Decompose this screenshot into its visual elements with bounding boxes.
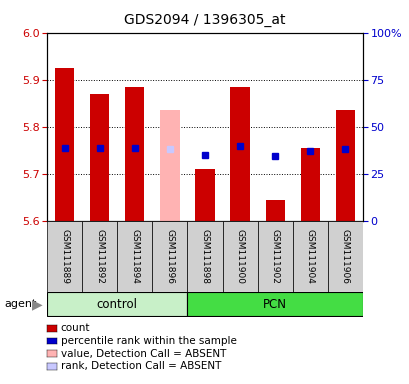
Bar bbox=[292, 221, 327, 292]
Bar bbox=[90, 94, 109, 221]
Text: GSM111906: GSM111906 bbox=[340, 229, 349, 284]
Text: percentile rank within the sample: percentile rank within the sample bbox=[61, 336, 236, 346]
Text: GSM111889: GSM111889 bbox=[60, 229, 69, 284]
Text: control: control bbox=[97, 298, 137, 311]
Bar bbox=[82, 221, 117, 292]
Bar bbox=[195, 169, 214, 221]
Text: GSM111900: GSM111900 bbox=[235, 229, 244, 284]
Text: GSM111892: GSM111892 bbox=[95, 229, 104, 284]
Bar bbox=[300, 148, 319, 221]
Bar bbox=[222, 221, 257, 292]
Bar bbox=[327, 221, 362, 292]
Text: value, Detection Call = ABSENT: value, Detection Call = ABSENT bbox=[61, 349, 225, 359]
Bar bbox=[117, 221, 152, 292]
Text: PCN: PCN bbox=[263, 298, 286, 311]
Bar bbox=[152, 221, 187, 292]
Text: agent: agent bbox=[4, 299, 36, 310]
Text: rank, Detection Call = ABSENT: rank, Detection Call = ABSENT bbox=[61, 361, 220, 371]
Bar bbox=[187, 292, 362, 316]
Text: GSM111902: GSM111902 bbox=[270, 229, 279, 284]
Bar bbox=[187, 221, 222, 292]
Bar bbox=[160, 110, 179, 221]
Text: GSM111898: GSM111898 bbox=[200, 229, 209, 284]
Bar bbox=[265, 200, 284, 221]
Bar bbox=[47, 292, 187, 316]
Text: GDS2094 / 1396305_at: GDS2094 / 1396305_at bbox=[124, 13, 285, 27]
Bar bbox=[257, 221, 292, 292]
Bar bbox=[55, 68, 74, 221]
Bar bbox=[47, 221, 82, 292]
Bar bbox=[125, 87, 144, 221]
Text: GSM111894: GSM111894 bbox=[130, 229, 139, 284]
Text: count: count bbox=[61, 323, 90, 333]
Text: GSM111904: GSM111904 bbox=[305, 229, 314, 284]
Text: GSM111896: GSM111896 bbox=[165, 229, 174, 284]
Bar bbox=[230, 87, 249, 221]
Bar bbox=[335, 110, 354, 221]
Text: ▶: ▶ bbox=[31, 297, 42, 311]
